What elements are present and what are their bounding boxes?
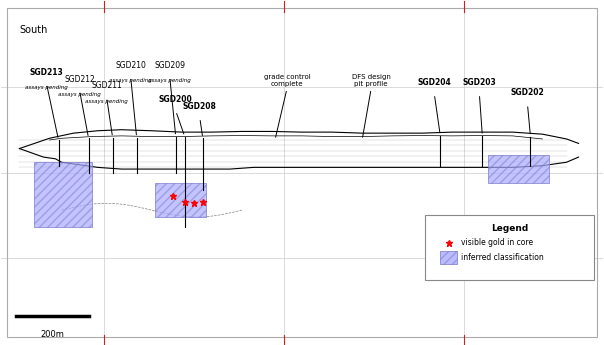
Bar: [34, 162, 92, 227]
Text: SGD210: SGD210: [115, 61, 146, 70]
Text: SGD209: SGD209: [154, 61, 185, 70]
Text: SGD202: SGD202: [510, 88, 544, 97]
Text: assays pending: assays pending: [85, 99, 128, 104]
Text: assays pending: assays pending: [109, 78, 152, 83]
Bar: [440, 250, 457, 264]
Bar: [440, 250, 457, 264]
Text: assays pending: assays pending: [58, 92, 101, 97]
Text: DFS design
pit profile: DFS design pit profile: [352, 74, 391, 87]
Text: SGD200: SGD200: [159, 95, 193, 104]
Text: SGD211: SGD211: [91, 81, 122, 90]
Bar: [489, 155, 548, 183]
Bar: [489, 155, 548, 183]
Text: SGD212: SGD212: [64, 75, 95, 83]
Bar: [155, 183, 206, 217]
Text: assays pending: assays pending: [25, 85, 68, 90]
Text: 200m: 200m: [40, 330, 65, 339]
FancyBboxPatch shape: [425, 215, 594, 280]
Text: SGD208: SGD208: [183, 102, 217, 111]
Text: SGD203: SGD203: [463, 78, 496, 87]
Text: visible gold in core: visible gold in core: [461, 238, 533, 247]
Text: grade control
complete: grade control complete: [263, 74, 310, 87]
Bar: [34, 162, 92, 227]
Bar: [155, 183, 206, 217]
Text: South: South: [19, 25, 48, 35]
Text: Legend: Legend: [491, 224, 528, 233]
Text: SGD204: SGD204: [417, 78, 451, 87]
Text: assays pending: assays pending: [149, 78, 191, 83]
Text: SGD213: SGD213: [30, 68, 63, 77]
Text: inferred classification: inferred classification: [461, 253, 544, 262]
